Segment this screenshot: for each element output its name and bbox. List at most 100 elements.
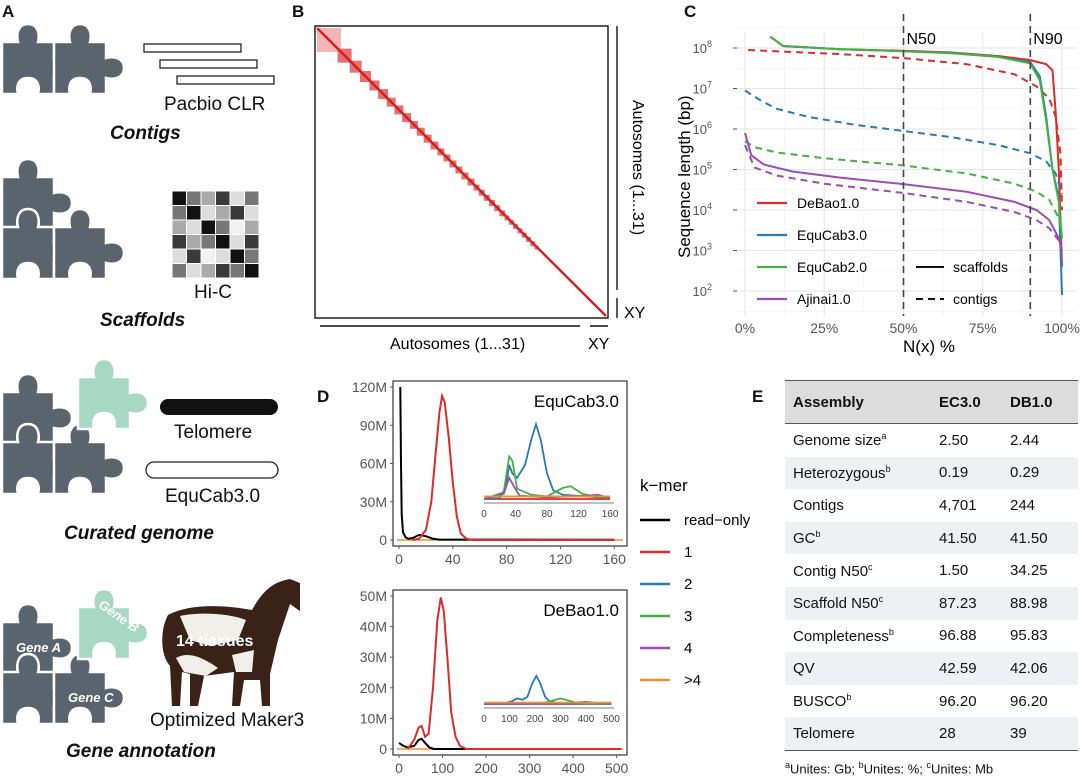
row-label: Genome sizea xyxy=(793,431,887,450)
d-inset-xtick-label: 40 xyxy=(510,509,522,520)
hic-cell xyxy=(229,205,245,221)
hic-cell xyxy=(171,234,187,250)
d-series-1 xyxy=(412,392,615,541)
kmer-legend-label: 1 xyxy=(684,544,692,561)
hic-cell xyxy=(200,248,216,264)
c-series xyxy=(744,35,1063,296)
row-label: Heterozygousb xyxy=(785,456,931,490)
row-label: Contig N50c xyxy=(793,561,873,580)
d-xtick-label: 200 xyxy=(474,760,498,776)
horse-icon xyxy=(162,579,300,706)
hic-cell xyxy=(186,263,202,279)
hic-cell xyxy=(244,205,260,221)
equcab-bar-icon xyxy=(145,461,279,479)
d-inset-xtick-label: 0 xyxy=(481,509,487,520)
table-row: BUSCOb 96.20 96.20 xyxy=(785,685,1078,718)
c-series-DeBao1.0-scaffolds xyxy=(769,35,1063,267)
hic-diagonal-block xyxy=(360,71,371,82)
hic-cell xyxy=(244,263,260,279)
ec-value: 42.59 xyxy=(931,652,1002,685)
hic-diagonal-block xyxy=(483,194,490,201)
d-xtick-label: 120 xyxy=(549,551,573,567)
hic-diagonal-block xyxy=(449,160,457,168)
c-xtick-label: 0% xyxy=(735,320,755,336)
c-ytick-label: 104 xyxy=(693,201,712,218)
hic-diagonal-block xyxy=(525,236,531,242)
d-series-read-only xyxy=(399,386,615,541)
c-xticks: 0% 25% 50% 75% 100% xyxy=(735,320,1080,336)
d-inset-xtick-label: 160 xyxy=(602,509,619,520)
hic-cell xyxy=(171,190,187,206)
ec-value: 28 xyxy=(931,717,1002,751)
d-xtick-label: 0 xyxy=(395,551,403,567)
hic-diagonal-block xyxy=(455,166,463,174)
hic-diagonal-block xyxy=(402,113,412,123)
hic-diagonal-block xyxy=(461,172,469,180)
d-inset-xtick-label: 80 xyxy=(541,509,553,520)
tissues-label: 14 tissues xyxy=(176,633,253,650)
gene-annotation-label: Gene annotation xyxy=(66,741,216,762)
c-legend-label: Ajinai1.0 xyxy=(797,291,851,307)
panel-label-c: C xyxy=(684,2,697,21)
panel-label-a: A xyxy=(2,2,15,21)
c-series-Ajinai1.0-contigs xyxy=(744,144,1063,251)
d-xtick-label: 500 xyxy=(605,760,629,776)
hic-diagonal-block xyxy=(513,224,519,230)
kmer-legend-label: read−only xyxy=(684,512,751,529)
c-series-EquCab2.0-contigs xyxy=(744,140,1063,239)
table-row: Contigs 4,701 244 xyxy=(785,489,1078,522)
db-value: 96.20 xyxy=(1010,692,1048,710)
hic-diagonal-block xyxy=(473,184,480,191)
hic-cell xyxy=(229,190,245,206)
row-label: Contigs xyxy=(793,496,844,514)
hic-cell xyxy=(186,190,202,206)
hic-cell xyxy=(186,234,202,250)
c-vlines: N50 N90 xyxy=(902,14,1063,316)
c-legend: DeBao1.0 EquCab3.0 EquCab2.0 Ajinai1.0 scaff… xyxy=(757,195,1008,307)
xy-label-right: XY xyxy=(624,305,646,322)
d-inset-xtick-label: 100 xyxy=(501,714,518,725)
d-inset-series-4 xyxy=(483,700,612,705)
d-xtick-label: 80 xyxy=(499,551,515,567)
contigs-puzzle-icon xyxy=(0,22,126,96)
d-frame xyxy=(392,589,628,756)
gene-c-label: Gene C xyxy=(68,690,114,705)
c-series-EquCab3.0-contigs xyxy=(744,89,1063,195)
hic-diagonal-block xyxy=(443,154,451,162)
c-ytick-label: 102 xyxy=(693,282,712,299)
hic-cell xyxy=(215,263,231,279)
table-row: Telomere 28 39 xyxy=(785,717,1078,751)
c-vline-label-N50: N50 xyxy=(907,31,936,48)
hic-cell xyxy=(200,205,216,221)
hic-cell xyxy=(244,234,260,250)
hic-diagonal-block xyxy=(489,200,495,206)
ec-value: 87.23 xyxy=(931,586,1002,620)
table-row: QV 42.59 42.06 xyxy=(785,652,1078,685)
db-value: 34.25 xyxy=(1010,562,1048,580)
d-inset-xtick-label: 400 xyxy=(578,714,595,725)
pacbio-label: Pacbio CLR xyxy=(164,94,266,115)
hic-cell xyxy=(186,248,202,264)
c-series-EquCab2.0-scaffolds xyxy=(769,35,1063,239)
d-inset-series-3 xyxy=(483,697,612,705)
c-ytick-label: 106 xyxy=(693,120,712,137)
c-ytick-label: 108 xyxy=(693,39,712,56)
table-header-row: Assembly EC3.0 DB1.0 xyxy=(785,380,1078,424)
hic-diagonal-block xyxy=(530,241,536,247)
table-row: Genome sizea 2.50 2.44 xyxy=(785,424,1078,457)
c-grid xyxy=(737,27,1077,316)
ec-value: 41.50 xyxy=(931,521,1002,555)
d-ytick-label: 60M xyxy=(360,456,387,472)
xy-label-bottom: XY xyxy=(588,336,610,353)
maker-label: Optimized Maker3 xyxy=(150,710,305,731)
hic-diagonal-block xyxy=(521,232,527,238)
hic-cell xyxy=(215,248,231,264)
c-series-EquCab3.0-scaffolds xyxy=(769,35,1063,296)
db-value: 42.06 xyxy=(1002,652,1078,685)
db-value: 244 xyxy=(1010,496,1036,514)
d-ytick-label: 10M xyxy=(360,710,387,726)
curated-puzzle-icon xyxy=(0,357,150,496)
scaffolds-puzzle-icon xyxy=(0,157,126,281)
c-plot-bg xyxy=(737,32,1077,316)
hic-diagonal-block xyxy=(378,89,389,100)
